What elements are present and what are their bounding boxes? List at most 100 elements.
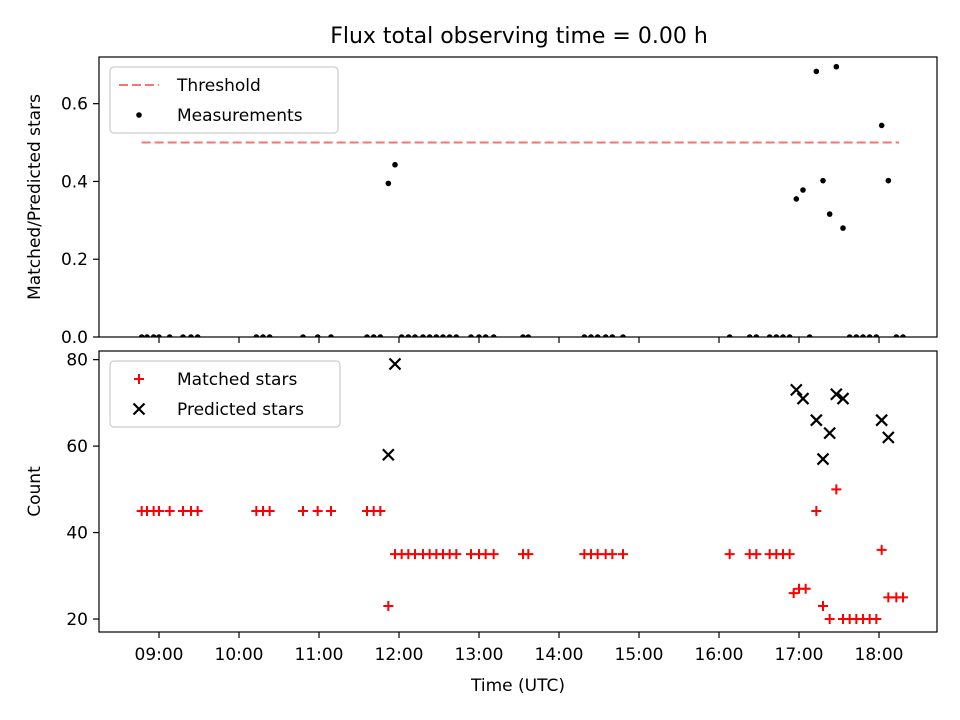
measurement-point <box>328 334 334 337</box>
measurement-point <box>490 334 497 337</box>
measurement-point <box>412 334 418 337</box>
measurement-point <box>878 122 885 129</box>
measurement-point <box>588 334 594 337</box>
marks <box>138 63 906 337</box>
matched-stars-point <box>876 544 887 555</box>
measurement-point <box>800 187 806 193</box>
predicted-stars-point <box>382 448 395 462</box>
x-tick-label: 14:00 <box>535 645 584 665</box>
matched-stars-point <box>312 505 323 516</box>
measurement-point <box>746 334 753 337</box>
matched-stars-point <box>326 505 336 516</box>
legend-handle-measurements <box>136 112 142 118</box>
measurement-point <box>482 334 489 337</box>
matched-stars-point <box>451 549 462 560</box>
measurement-point <box>150 334 157 337</box>
y-tick-label: 0.0 <box>61 328 88 348</box>
x-tick-label: 15:00 <box>615 645 664 665</box>
measurement-point <box>609 334 616 337</box>
matched-stars-point <box>898 592 908 603</box>
measurement-point <box>253 334 260 337</box>
measurement-point <box>433 334 440 337</box>
x-tick-label: 09:00 <box>135 645 184 665</box>
measurement-point <box>370 334 377 337</box>
top-panel: 0.0 0.2 0.4 0.6 Matched/Predicted stars Thres… <box>25 56 938 348</box>
x-axis-label: Time (UTC) <box>470 676 565 696</box>
measurement-point <box>620 334 626 337</box>
measurement-point <box>453 334 460 337</box>
measurement-point <box>440 334 446 337</box>
predicted-stars-point <box>816 452 830 466</box>
legend: Threshold Measurements <box>109 66 339 134</box>
matched-stars-point <box>824 614 835 625</box>
legend-box <box>109 66 339 134</box>
measurement-point <box>840 225 846 231</box>
y-tick-label: 0.2 <box>61 250 88 270</box>
measurement-point <box>377 334 384 337</box>
measurement-point <box>820 177 826 184</box>
predicted-stars-point <box>830 387 843 401</box>
measurement-point <box>364 334 370 337</box>
measurement-point <box>520 334 526 337</box>
predicted-stars-point <box>875 413 888 427</box>
measurement-point <box>900 334 906 337</box>
measurement-point <box>853 334 860 337</box>
predicted-stars-point <box>823 426 836 440</box>
measurement-point <box>885 177 892 184</box>
measurement-point <box>194 334 201 337</box>
legend-label: Threshold <box>176 76 261 96</box>
measurement-point <box>420 334 426 337</box>
y-tick-label: 0.6 <box>61 95 88 115</box>
matched-stars-point <box>831 484 842 495</box>
matched-stars-point <box>264 505 275 516</box>
measurement-point <box>392 161 398 168</box>
x-tick-label: 10:00 <box>215 645 264 665</box>
measurement-point <box>266 334 273 337</box>
matched-stars-point <box>788 588 799 599</box>
measurement-point <box>793 196 800 202</box>
plot-frame <box>98 350 938 633</box>
measurement-point <box>426 334 433 337</box>
measurement-point <box>833 63 840 70</box>
x-tick-label: 18:00 <box>855 645 904 665</box>
matched-stars-point <box>818 601 828 612</box>
y-axis-label: Matched/Predicted stars <box>25 94 45 300</box>
matched-stars-point <box>871 614 882 625</box>
measurement-point <box>873 334 880 337</box>
measurement-point <box>156 334 162 337</box>
y-tick-label: 60 <box>66 437 88 457</box>
matched-stars-point <box>811 505 822 516</box>
matched-stars-point <box>375 505 386 516</box>
measurement-point <box>260 334 266 337</box>
predicted-stars-point <box>388 357 402 371</box>
measurement-point <box>446 334 453 337</box>
measurement-point <box>594 334 601 337</box>
measurement-point <box>476 334 482 337</box>
measurement-point <box>300 334 306 337</box>
measurement-point <box>893 334 900 337</box>
predicted-stars-point <box>882 431 895 444</box>
predicted-stars-point <box>796 392 810 405</box>
legend: Matched stars Predicted stars <box>109 360 341 428</box>
measurement-point <box>398 334 405 337</box>
chart-title: Flux total observing time = 0.00 h <box>330 24 708 49</box>
measurement-point <box>766 334 773 337</box>
legend-label: Measurements <box>177 106 303 126</box>
predicted-stars-point <box>790 383 803 397</box>
measurement-point <box>753 334 760 337</box>
legend-label: Predicted stars <box>177 400 304 420</box>
legend-box <box>109 360 341 428</box>
measurement-point <box>385 180 392 187</box>
legend-handle-predicted <box>132 402 146 416</box>
x-tick-label: 13:00 <box>455 645 504 665</box>
measurement-point <box>806 334 813 337</box>
matched-stars-point <box>192 505 203 516</box>
matched-stars-point <box>154 505 164 516</box>
matched-stars-point <box>724 549 735 560</box>
matched-stars-point <box>607 549 618 560</box>
measurement-point <box>468 334 474 337</box>
measurement-point <box>188 334 194 337</box>
x-tick-label: 17:00 <box>775 645 824 665</box>
x-tick-label: 12:00 <box>375 645 424 665</box>
